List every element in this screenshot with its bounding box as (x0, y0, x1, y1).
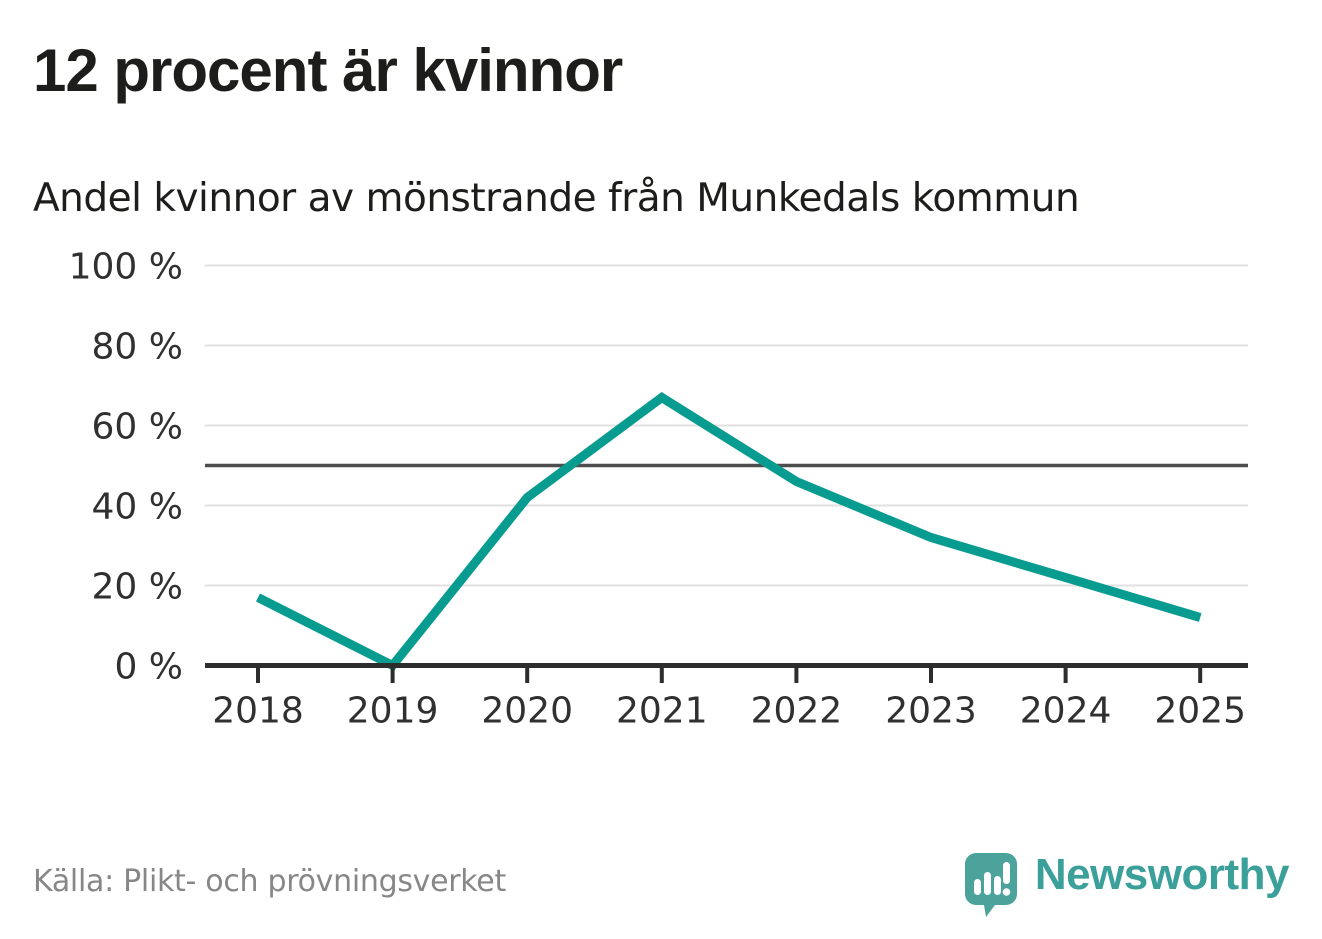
y-axis-label: 40 % (92, 487, 183, 528)
chart-canvas: 2018 2019 2020 2021 2022 2023 2024 2025 0 % 20 % 4… (69, 247, 1248, 732)
x-axis-label: 2021 (616, 691, 708, 732)
logo-exclamation-bar (1002, 862, 1010, 884)
newsworthy-logo: Newsworthy (963, 845, 1290, 917)
logo-bar-2 (983, 872, 991, 895)
x-axis-label: 2024 (1020, 691, 1112, 732)
y-axis-label: 100 % (69, 247, 183, 288)
x-axis-label: 2018 (212, 691, 304, 732)
data-line (255, 392, 1202, 672)
newsworthy-wordmark: Newsworthy (1034, 850, 1290, 899)
logo-bar-1 (973, 879, 981, 895)
logo-bar-3 (993, 876, 1001, 895)
x-axis-label: 2025 (1154, 691, 1246, 732)
chart-title: 12 procent är kvinnor (33, 37, 623, 104)
chart-footer: Källa: Plikt- och prövningsverket Newswo… (0, 845, 1322, 917)
chart-subtitle: Andel kvinnor av mönstrande från Munkeda… (33, 176, 1080, 221)
x-axis-label: 2020 (481, 691, 573, 732)
line-chart: 2018 2019 2020 2021 2022 2023 2024 2025 0 % 20 % 4… (0, 245, 1322, 745)
source-note: Källa: Plikt- och prövningsverket (33, 863, 506, 899)
y-axis-label: 60 % (92, 407, 183, 448)
x-axis-label: 2019 (347, 691, 439, 732)
x-axis-label: 2022 (751, 691, 843, 732)
x-axis-label: 2023 (885, 691, 977, 732)
newsworthy-logo-icon (964, 853, 1017, 917)
y-axis-label: 0 % (114, 647, 183, 688)
y-axis-label: 80 % (92, 327, 183, 368)
y-axis-label: 20 % (92, 567, 183, 608)
logo-exclamation-dot (1002, 888, 1011, 896)
